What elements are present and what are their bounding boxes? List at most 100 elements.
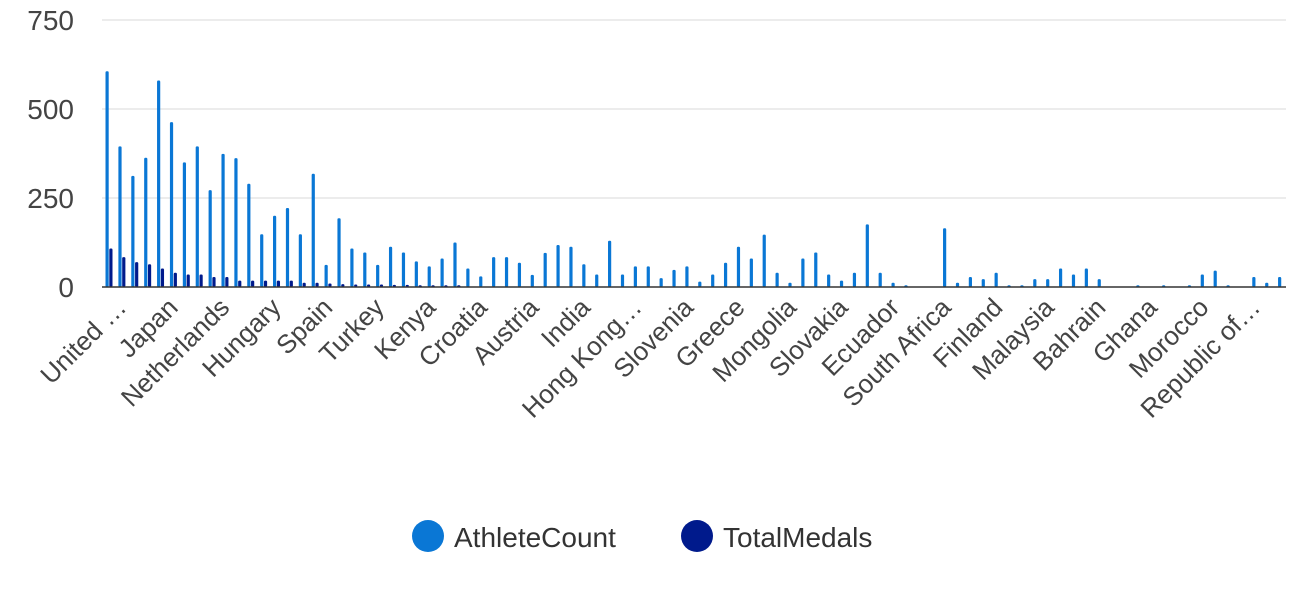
- bar-athletecount[interactable]: [711, 274, 715, 287]
- bar-athletecount[interactable]: [620, 274, 625, 287]
- bar-athletecount[interactable]: [646, 266, 650, 287]
- bar-totalmedals[interactable]: [135, 262, 139, 287]
- bar-athletecount[interactable]: [994, 272, 998, 287]
- bar-totalmedals[interactable]: [147, 264, 152, 287]
- bar-athletecount[interactable]: [672, 269, 676, 287]
- bar-totalmedals[interactable]: [315, 282, 319, 287]
- bar-totalmedals[interactable]: [199, 274, 203, 287]
- bar-athletecount[interactable]: [685, 266, 689, 287]
- bar-athletecount[interactable]: [659, 278, 663, 287]
- bar-athletecount[interactable]: [839, 280, 844, 287]
- bar-athletecount[interactable]: [749, 258, 753, 287]
- bar-totalmedals[interactable]: [122, 257, 126, 287]
- bar-athletecount[interactable]: [955, 282, 960, 287]
- x-axis-labels: United …JapanNetherlandsHungarySpainTurk…: [34, 292, 1266, 424]
- bar-athletecount[interactable]: [427, 266, 431, 287]
- bar-athletecount[interactable]: [1252, 277, 1256, 287]
- bar-athletecount[interactable]: [440, 258, 444, 287]
- bar-athletecount[interactable]: [1046, 279, 1050, 287]
- bar-totalmedals[interactable]: [276, 280, 281, 287]
- bar-athletecount[interactable]: [788, 282, 792, 287]
- bar-athletecount[interactable]: [234, 158, 238, 287]
- bar-athletecount[interactable]: [414, 261, 418, 287]
- bar-athletecount[interactable]: [1097, 279, 1101, 287]
- bar-athletecount[interactable]: [453, 242, 457, 288]
- bar-athletecount[interactable]: [466, 268, 470, 287]
- bar-athletecount[interactable]: [569, 246, 573, 287]
- bar-athletecount[interactable]: [608, 240, 612, 287]
- bar-athletecount[interactable]: [401, 252, 406, 287]
- bar-athletecount[interactable]: [479, 276, 483, 287]
- bar-totalmedals[interactable]: [289, 280, 293, 287]
- bar-totalmedals[interactable]: [186, 274, 190, 287]
- bar-athletecount[interactable]: [633, 266, 637, 287]
- bar-athletecount[interactable]: [723, 262, 728, 287]
- bar-athletecount[interactable]: [801, 258, 805, 287]
- bar-athletecount[interactable]: [350, 248, 354, 287]
- bar-athletecount[interactable]: [324, 264, 328, 287]
- bar-athletecount[interactable]: [169, 122, 174, 287]
- bar-athletecount[interactable]: [208, 190, 212, 287]
- bar-athletecount[interactable]: [827, 274, 831, 287]
- bar-athletecount[interactable]: [1071, 274, 1076, 287]
- bar-athletecount[interactable]: [891, 282, 895, 287]
- bar-athletecount[interactable]: [775, 272, 779, 287]
- bar-athletecount[interactable]: [1278, 277, 1282, 287]
- bar-athletecount[interactable]: [131, 175, 135, 287]
- bar-totalmedals[interactable]: [238, 280, 242, 287]
- bar-athletecount[interactable]: [865, 224, 869, 287]
- bar-athletecount[interactable]: [878, 272, 882, 287]
- bar-athletecount[interactable]: [762, 234, 766, 287]
- legend-item-athletecount[interactable]: AthleteCount: [412, 520, 616, 553]
- bar-athletecount[interactable]: [118, 146, 122, 287]
- bar-athletecount[interactable]: [1058, 268, 1063, 287]
- bar-athletecount[interactable]: [311, 173, 315, 287]
- bar-athletecount[interactable]: [814, 252, 818, 287]
- bar-athletecount[interactable]: [144, 157, 148, 287]
- bar-athletecount[interactable]: [1200, 274, 1204, 287]
- bar-athletecount[interactable]: [530, 274, 534, 287]
- bar-athletecount[interactable]: [582, 264, 586, 287]
- bar-athletecount[interactable]: [556, 244, 560, 287]
- bar-athletecount[interactable]: [105, 71, 109, 287]
- bar-athletecount[interactable]: [285, 207, 290, 287]
- bar-athletecount[interactable]: [736, 246, 741, 287]
- bar-totalmedals[interactable]: [302, 282, 306, 287]
- bar-athletecount[interactable]: [247, 183, 251, 287]
- bar-totalmedals[interactable]: [263, 280, 268, 287]
- bar-athletecount[interactable]: [968, 277, 972, 287]
- legend-item-totalmedals[interactable]: TotalMedals: [681, 520, 872, 553]
- bar-athletecount[interactable]: [376, 264, 380, 287]
- y-tick-label: 250: [27, 183, 74, 214]
- bar-totalmedals[interactable]: [212, 277, 216, 287]
- bar-totalmedals[interactable]: [109, 248, 113, 287]
- bar-athletecount[interactable]: [363, 252, 367, 287]
- bar-athletecount[interactable]: [337, 218, 341, 287]
- bar-athletecount[interactable]: [1265, 282, 1269, 287]
- bar-athletecount[interactable]: [595, 274, 599, 287]
- bar-athletecount[interactable]: [1033, 279, 1037, 287]
- bar-athletecount[interactable]: [504, 257, 509, 287]
- bar-athletecount[interactable]: [1213, 270, 1217, 287]
- bar-athletecount[interactable]: [195, 146, 199, 287]
- bar-athletecount[interactable]: [298, 234, 302, 287]
- bar-totalmedals[interactable]: [328, 283, 332, 287]
- bar-athletecount[interactable]: [273, 215, 277, 287]
- bar-athletecount[interactable]: [260, 234, 264, 287]
- bar-athletecount[interactable]: [182, 162, 187, 287]
- bar-totalmedals[interactable]: [173, 272, 177, 287]
- bar-athletecount[interactable]: [698, 281, 702, 287]
- bar-athletecount[interactable]: [852, 272, 857, 287]
- bar-athletecount[interactable]: [388, 246, 393, 287]
- bar-athletecount[interactable]: [543, 252, 547, 287]
- bar-athletecount[interactable]: [1084, 268, 1088, 287]
- bar-totalmedals[interactable]: [251, 280, 255, 287]
- bar-athletecount[interactable]: [492, 257, 496, 287]
- bar-totalmedals[interactable]: [225, 277, 229, 287]
- bar-totalmedals[interactable]: [160, 268, 165, 287]
- bar-athletecount[interactable]: [943, 228, 947, 287]
- bar-athletecount[interactable]: [221, 153, 225, 287]
- bar-athletecount[interactable]: [157, 80, 161, 288]
- bar-athletecount[interactable]: [981, 279, 985, 287]
- bar-athletecount[interactable]: [517, 262, 522, 287]
